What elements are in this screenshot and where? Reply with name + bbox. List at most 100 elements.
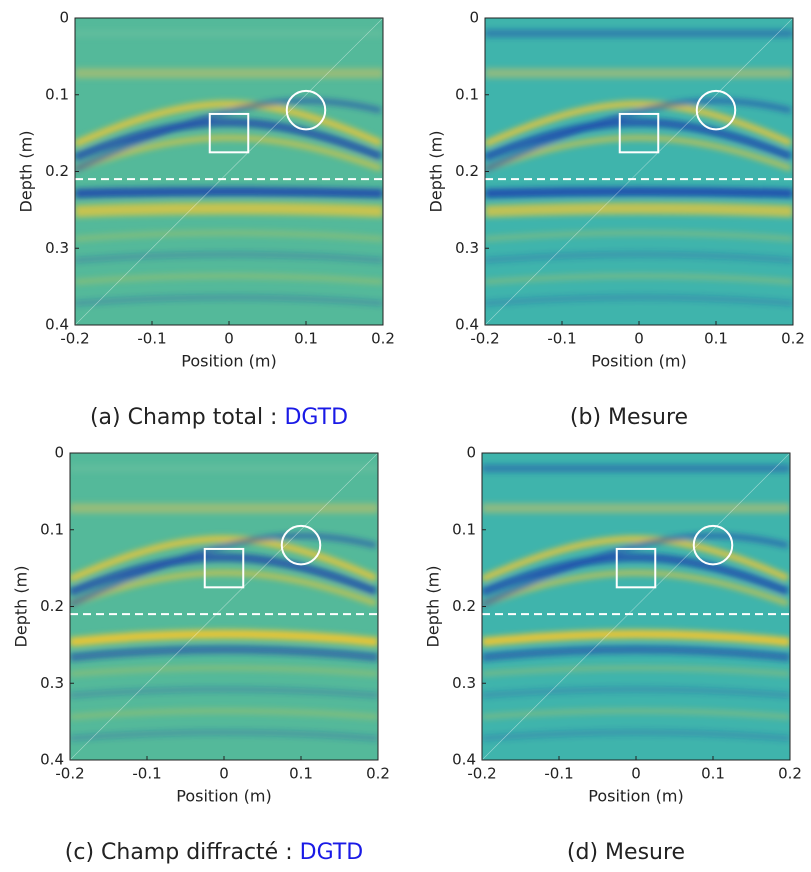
diagonal: [75, 18, 383, 325]
image: [482, 453, 790, 760]
y-tick-label: 0.3: [455, 239, 479, 257]
caption: (d) Mesure: [567, 840, 685, 865]
caption-highlight: DGTD: [300, 840, 364, 865]
band: [70, 729, 378, 742]
caption-highlight: DGTD: [284, 405, 348, 430]
band: [75, 97, 382, 173]
band: [485, 251, 793, 264]
band: [70, 664, 378, 677]
x-tick-label: -0.2: [55, 765, 84, 783]
band: [482, 629, 790, 647]
y-tick-label: 0.3: [45, 239, 69, 257]
x-tick-label: 0: [224, 330, 234, 348]
x-tick-label: -0.2: [467, 765, 496, 783]
x-tick-label: 0.1: [294, 330, 318, 348]
x-tick-label: -0.2: [470, 330, 499, 348]
band: [482, 729, 790, 742]
y-axis-label: Depth (m): [424, 566, 443, 648]
caption-text: (c) Champ diffracté :: [65, 840, 300, 865]
band: [70, 629, 378, 647]
band: [485, 202, 793, 218]
diagonal: [70, 453, 378, 760]
band: [70, 532, 377, 608]
y-tick-label: 0.3: [40, 674, 64, 692]
x-tick-label: 0.2: [778, 765, 802, 783]
x-tick-label: 0: [631, 765, 641, 783]
y-tick-label: 0.4: [455, 316, 479, 334]
band: [482, 553, 790, 597]
y-tick-label: 0.4: [40, 751, 64, 769]
y-tick-label: 0.2: [452, 597, 476, 615]
band: [485, 229, 793, 242]
panel: -0.2 -0.1 0 0.1 0.2 0 0.1 0.2 0.3 0.4 Position (m)…: [17, 9, 395, 431]
x-tick-label: -0.1: [547, 330, 576, 348]
x-axis-label: Position (m): [176, 787, 271, 806]
band: [485, 294, 793, 307]
y-tick-label: 0: [54, 444, 64, 462]
band: [70, 645, 378, 662]
band: [70, 553, 378, 597]
band: [70, 686, 378, 699]
y-tick-label: 0.1: [45, 85, 69, 103]
y-tick-label: 0.1: [40, 520, 64, 538]
caption: (c) Champ diffracté : DGTD: [65, 840, 363, 865]
y-tick-label: 0.2: [455, 162, 479, 180]
x-tick-label: -0.2: [60, 330, 89, 348]
band: [485, 97, 792, 173]
panel: -0.2 -0.1 0 0.1 0.2 0 0.1 0.2 0.3 0.4 Position (m)…: [427, 9, 805, 431]
image-bands: [70, 464, 378, 742]
y-axis-label: Depth (m): [12, 566, 31, 648]
band: [482, 569, 790, 608]
band: [482, 645, 790, 662]
y-tick-label: 0.4: [45, 316, 69, 334]
x-tick-label: 0.2: [366, 765, 390, 783]
y-tick-label: 0.4: [452, 751, 476, 769]
band: [70, 569, 378, 608]
x-tick-label: 0.1: [701, 765, 725, 783]
x-tick-label: -0.1: [137, 330, 166, 348]
panel: -0.2 -0.1 0 0.1 0.2 0 0.1 0.2 0.3 0.4 Position (m)…: [424, 444, 802, 866]
caption-text: (b) Mesure: [570, 405, 688, 430]
square-marker: [615, 547, 657, 589]
image: [70, 453, 378, 760]
y-axis-label: Depth (m): [427, 131, 446, 213]
caption-text: (d) Mesure: [567, 840, 685, 865]
circle-marker: [695, 89, 737, 131]
x-tick-label: 0.1: [704, 330, 728, 348]
caption: (a) Champ total : DGTD: [90, 405, 348, 430]
image-bands: [485, 29, 793, 307]
x-tick-label: 0: [634, 330, 644, 348]
band: [482, 535, 790, 583]
band: [70, 535, 378, 583]
panel: -0.2 -0.1 0 0.1 0.2 0 0.1 0.2 0.3 0.4 Position (m)…: [12, 444, 390, 866]
y-tick-label: 0.2: [45, 162, 69, 180]
x-axis-label: Position (m): [591, 352, 686, 371]
band: [75, 202, 383, 218]
x-axis-label: Position (m): [181, 352, 276, 371]
band: [485, 118, 793, 162]
y-tick-label: 0.1: [455, 85, 479, 103]
y-tick-label: 0: [59, 9, 69, 27]
band: [75, 100, 383, 148]
band: [485, 186, 793, 198]
x-tick-label: 0.2: [781, 330, 805, 348]
diagonal: [485, 18, 793, 325]
square-marker: [208, 112, 250, 154]
band: [485, 134, 793, 173]
band: [482, 664, 790, 677]
y-axis-label: Depth (m): [17, 131, 36, 213]
band: [482, 686, 790, 699]
circle-marker: [285, 89, 327, 131]
band: [75, 294, 383, 307]
caption: (b) Mesure: [570, 405, 688, 430]
x-tick-label: 0.2: [371, 330, 395, 348]
band: [75, 186, 383, 198]
band: [75, 118, 383, 162]
y-tick-label: 0.2: [40, 597, 64, 615]
x-tick-label: 0.1: [289, 765, 313, 783]
y-tick-label: 0: [469, 9, 479, 27]
square-marker: [203, 547, 245, 589]
image-bands: [482, 464, 790, 742]
x-tick-label: -0.1: [544, 765, 573, 783]
